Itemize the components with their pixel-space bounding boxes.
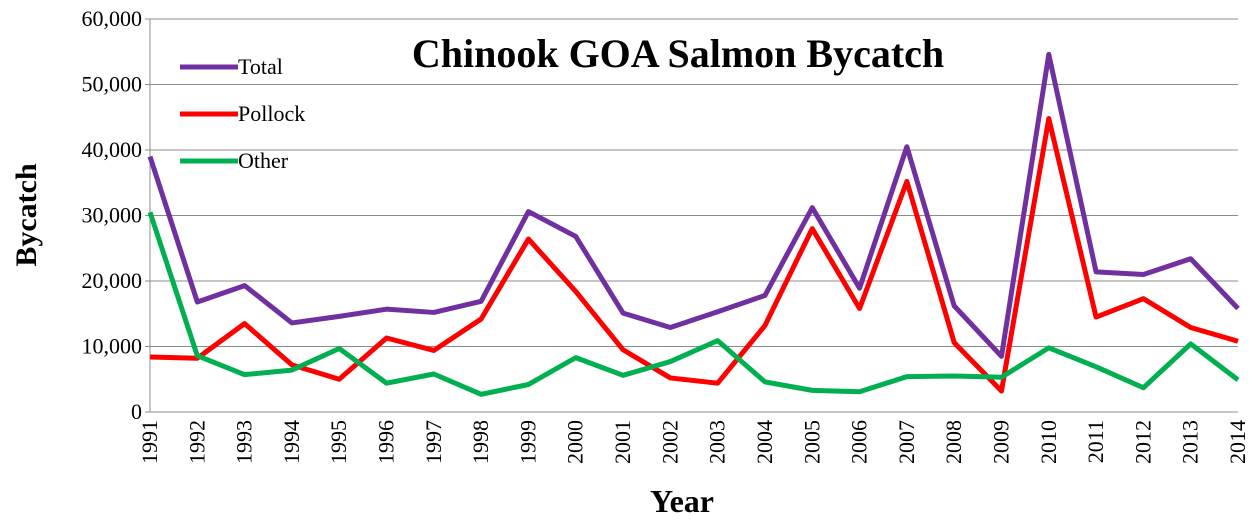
y-tick-label: 40,000 <box>82 137 143 162</box>
legend-label: Pollock <box>238 101 305 126</box>
x-tick-label: 2004 <box>752 420 777 464</box>
line-series <box>149 116 1239 394</box>
x-tick-label: 2002 <box>657 420 682 464</box>
x-tick-label: 2005 <box>799 420 824 464</box>
y-tick-label: 20,000 <box>82 268 143 293</box>
x-tick-label: 1999 <box>515 420 540 464</box>
y-axis-label: Bycatch <box>10 163 43 267</box>
y-tick-label: 30,000 <box>82 203 143 228</box>
x-tick-label: 1997 <box>421 420 446 464</box>
legend-label: Other <box>238 148 289 173</box>
y-tick-label: 50,000 <box>82 72 143 97</box>
x-tick-label: 2012 <box>1130 420 1155 464</box>
x-tick-label: 1991 <box>137 420 162 464</box>
x-tick-label: 2001 <box>610 420 635 464</box>
x-tick-label: 2013 <box>1178 420 1203 464</box>
x-tick-label: 1992 <box>184 420 209 464</box>
x-tick-label: 2000 <box>563 420 588 464</box>
x-tick-label: 2010 <box>1036 420 1061 464</box>
line-series <box>147 211 1240 397</box>
y-tick-label: 60,000 <box>82 6 143 31</box>
line-series <box>147 51 1240 359</box>
x-tick-label: 2011 <box>1083 420 1108 463</box>
x-tick-label: 1995 <box>326 420 351 464</box>
x-tick-label: 2007 <box>894 420 919 464</box>
x-axis-label: Year <box>650 483 714 519</box>
x-tick-label: 2009 <box>988 420 1013 464</box>
y-tick-label: 10,000 <box>82 334 143 359</box>
x-tick-label: 1996 <box>374 420 399 464</box>
x-tick-label: 2003 <box>705 420 730 464</box>
x-tick-label: 2014 <box>1225 420 1250 464</box>
legend-label: Total <box>238 54 283 79</box>
x-tick-label: 1994 <box>279 420 304 464</box>
y-tick-label: 0 <box>131 399 142 424</box>
x-tick-label: 2006 <box>847 420 872 464</box>
x-tick-label: 2008 <box>941 420 966 464</box>
x-tick-label: 1993 <box>232 420 257 464</box>
x-tick-label: 1998 <box>468 420 493 464</box>
chart-title: Chinook GOA Salmon Bycatch <box>412 31 944 76</box>
